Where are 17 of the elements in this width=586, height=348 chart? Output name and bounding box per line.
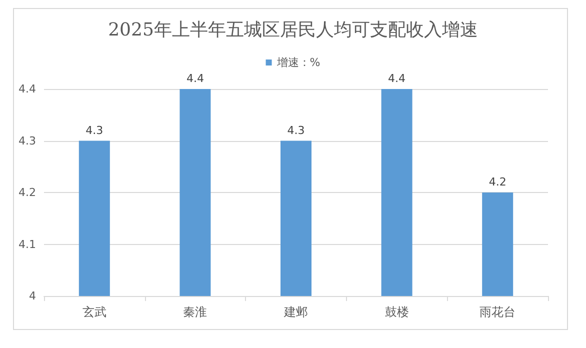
y-tick-label: 4 [29, 290, 36, 302]
y-tick-label: 4.1 [18, 238, 36, 251]
x-tick-label: 玄武 [82, 305, 106, 319]
data-label: 4.4 [388, 72, 406, 85]
y-tick-label: 4.3 [18, 134, 36, 148]
y-tick-label: 4.2 [18, 186, 36, 199]
legend-label: 增速：% [276, 56, 320, 69]
x-tick-label: 鼓楼 [384, 305, 409, 319]
data-label: 4.2 [488, 176, 506, 188]
y-tick-label: 4.4 [18, 82, 36, 96]
chart-title: 2025年上半年五城区居民人均可支配收入增速 [108, 20, 478, 40]
data-label: 4.4 [186, 72, 204, 85]
x-tick-label: 建邺 [283, 305, 308, 319]
x-tick-label: 雨花台 [480, 305, 516, 319]
data-label: 4.3 [86, 124, 104, 137]
data-label: 4.3 [287, 124, 305, 137]
x-tick-label: 秦淮 [183, 305, 208, 319]
